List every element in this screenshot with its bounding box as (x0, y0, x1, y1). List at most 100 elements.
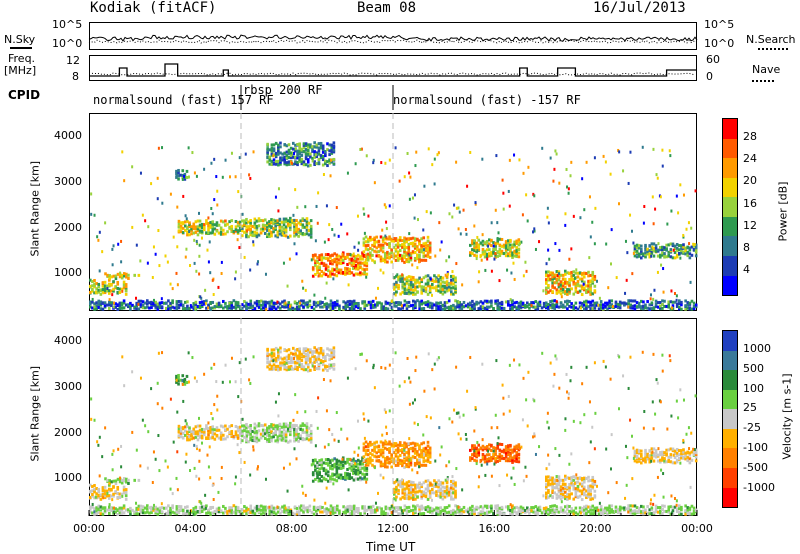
velocity-echo-cell (559, 493, 563, 497)
velocity-echo-cell (253, 422, 257, 426)
power-echo-cell (158, 303, 162, 307)
power-echo-cell (108, 300, 111, 304)
velocity-echo-cell (129, 510, 132, 514)
power-echo-cell (394, 237, 398, 241)
velocity-echo-cell (241, 434, 244, 438)
power-echo-cell (306, 304, 310, 308)
velocity-echo-cell (346, 508, 350, 512)
velocity-echo-cell (631, 509, 635, 513)
velocity-echo-cell (279, 511, 282, 515)
velocity-echo-cell (447, 487, 451, 491)
velocity-echo-cell (324, 472, 328, 476)
velocity-echo-cell (198, 511, 202, 515)
velocity-echo-cell (536, 512, 540, 516)
velocity-echo-cell (234, 508, 238, 512)
power-echo-cell (322, 256, 326, 260)
velocity-echo-cell (452, 479, 455, 483)
velocity-echo-cell (241, 424, 244, 428)
velocity-echo-cell (473, 507, 476, 511)
power-echo-cell (405, 251, 408, 255)
velocity-echo-cell (477, 506, 481, 510)
power-echo-cell (494, 255, 497, 259)
power-echo-cell (466, 302, 470, 306)
velocity-echo-cell (344, 511, 348, 515)
power-echo-cell (253, 307, 257, 311)
velocity-echo-cell (445, 506, 449, 510)
power-echo-cell (381, 246, 385, 250)
velocity-echo-cell (253, 438, 257, 442)
power-echo-cell (143, 306, 147, 310)
power-echo-cell (179, 226, 183, 230)
power-echo-cell (266, 221, 269, 225)
power-echo-cell (348, 257, 351, 261)
power-echo-cell (545, 301, 548, 305)
power-echo-cell (382, 305, 386, 309)
velocity-echo-cell (274, 431, 277, 435)
velocity-echo-cell (513, 445, 516, 449)
velocity-echo-cell (540, 511, 544, 515)
power-echo-cell (426, 284, 430, 288)
power-echo-cell (304, 163, 308, 167)
power-echo-cell (690, 253, 694, 257)
power-echo-cell (245, 221, 248, 225)
power-echo-cell (688, 256, 692, 260)
power-echo-cell (318, 272, 321, 276)
power-echo-cell (91, 300, 94, 304)
power-echo-cell (559, 273, 563, 277)
velocity-echo-cell (207, 426, 210, 430)
velocity-echo-cell (452, 487, 455, 491)
velocity-echo-cell (366, 457, 370, 461)
power-echo-cell (266, 155, 269, 159)
velocity-echo-cell (266, 440, 269, 444)
velocity-echo-cell (321, 510, 324, 514)
power-echo-cell (547, 270, 550, 274)
velocity-echo-cell (426, 449, 430, 453)
velocity-echo-cell (232, 434, 236, 438)
power-echo-cell (403, 241, 406, 245)
noise-tick-high-right: 10^5 (704, 18, 735, 31)
velocity-echo-cell (274, 346, 278, 350)
velocity-echo-cell (445, 480, 449, 484)
velocity-echo-cell (568, 476, 571, 480)
velocity-echo-cell (393, 509, 396, 513)
velocity-echo-cell (196, 432, 200, 436)
velocity-echo-cell (318, 463, 321, 467)
power-echo-cell (519, 302, 523, 306)
power-echo-cell (89, 300, 92, 304)
velocity-echo-cell (445, 491, 449, 495)
power-echo-cell (424, 254, 428, 258)
velocity-echo-cell (654, 504, 658, 508)
power-echo-cell (261, 223, 265, 227)
power-echo-cell (270, 307, 274, 311)
power-echo-cell (274, 307, 278, 311)
velocity-echo-cell (678, 449, 681, 453)
velocity-echo-cell (236, 506, 240, 510)
power-echo-cell (409, 256, 413, 260)
velocity-echo-cell (304, 506, 307, 510)
power-echo-cell (555, 291, 559, 295)
velocity-echo-cell (428, 453, 432, 457)
power-echo-cell (498, 247, 502, 251)
power-echo-cell (213, 223, 217, 227)
velocity-echo-cell (296, 348, 299, 352)
velocity-echo-cell (205, 436, 208, 440)
power-echo-cell (375, 250, 379, 254)
power-echo-cell (335, 266, 339, 270)
power-echo-cell (431, 302, 434, 306)
power-echo-cell (580, 293, 584, 297)
power-echo-cell (591, 277, 595, 281)
velocity-echo-cell (304, 347, 308, 351)
power-echo-cell (348, 302, 352, 306)
velocity-echo-cell (418, 462, 421, 466)
power-echo-cell (485, 252, 489, 256)
power-echo-cell (311, 253, 315, 257)
power-echo-cell (648, 252, 652, 256)
velocity-echo-cell (260, 504, 263, 508)
power-echo-cell (407, 257, 411, 261)
power-echo-cell (336, 299, 339, 303)
power-echo-cell (205, 221, 208, 225)
power-echo-cell (394, 258, 398, 262)
velocity-echo-cell (200, 510, 204, 514)
velocity-echo-cell (317, 367, 321, 371)
power-echo-cell (515, 254, 519, 258)
